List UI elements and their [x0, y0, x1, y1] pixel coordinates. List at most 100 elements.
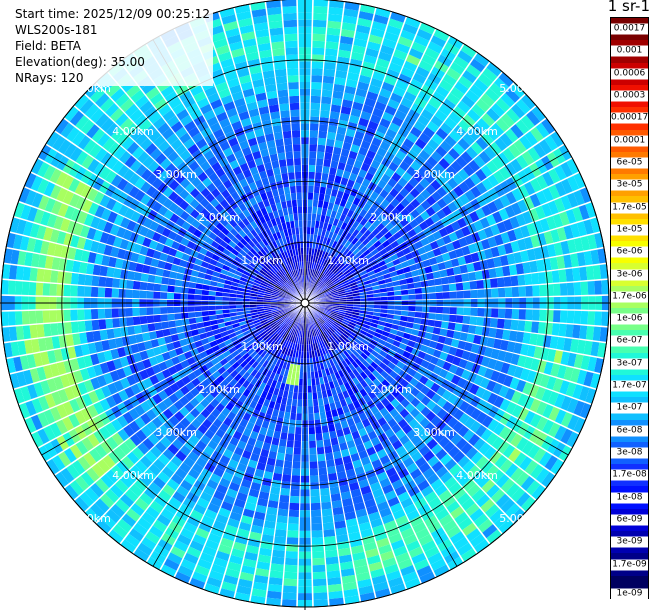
ray-gate-cell: [344, 201, 353, 210]
ray-gate-cell: [444, 371, 455, 382]
ray-gate-cell: [318, 193, 325, 201]
ray-gate-cell: [337, 289, 345, 294]
ray-gate-cell: [208, 295, 216, 301]
ray-gate-cell: [580, 236, 591, 251]
ray-gate-cell: [573, 282, 582, 296]
ray-gate-cell: [342, 282, 350, 287]
ray-gate-cell: [379, 248, 388, 256]
ray-gate-cell: [547, 391, 559, 406]
ray-gate-cell: [384, 31, 399, 43]
ray-gate-cell: [332, 257, 339, 265]
ray-gate-cell: [429, 168, 440, 179]
ray-gate-cell: [70, 321, 79, 334]
ray-gate-cell: [313, 262, 317, 270]
ray-gate-cell: [310, 95, 321, 104]
ray-gate-cell: [380, 44, 395, 56]
ray-gate-cell: [366, 294, 374, 298]
ray-gate-cell: [309, 158, 316, 166]
ray-gate-cell: [573, 172, 586, 189]
ray-gate-cell: [490, 370, 501, 382]
ray-gate-cell: [307, 385, 312, 393]
ray-gate-cell: [313, 0, 329, 7]
ray-gate-cell: [325, 253, 332, 261]
ray-gate-cell: [365, 332, 374, 340]
ray-gate-cell: [481, 415, 494, 428]
ray-gate-cell: [474, 354, 484, 365]
ray-gate-cell: [367, 270, 376, 277]
ray-gate-cell: [419, 221, 429, 231]
ray-gate-cell: [573, 417, 586, 434]
ray-gate-cell: [533, 346, 543, 359]
ray-gate-cell: [477, 308, 485, 317]
ray-separator: [304, 302, 607, 344]
ray-gate-cell: [313, 578, 327, 587]
ray-gate-cell: [542, 419, 555, 435]
ray-gate-cell: [278, 501, 289, 510]
ray-gate-cell: [153, 291, 161, 299]
ray-gate-cell: [355, 175, 365, 185]
ray-gate-cell: [473, 78, 489, 93]
ray-gate-cell: [556, 227, 567, 241]
ray-gate-cell: [154, 322, 163, 331]
ray-gate-cell: [316, 264, 321, 271]
ray-gate-cell: [49, 310, 57, 323]
ray-gate-cell: [556, 337, 566, 351]
ray-gate-cell: [361, 273, 369, 280]
ray-gate-cell: [490, 224, 501, 236]
ray-gate-cell: [346, 179, 355, 188]
ray-gate-cell: [402, 138, 415, 149]
ray-gate-cell: [345, 250, 353, 258]
ray-gate-cell: [397, 36, 413, 48]
ray-gate-cell: [275, 459, 284, 468]
ray-gate-cell: [429, 293, 437, 300]
ray-gate-cell: [140, 273, 149, 282]
ray-gate-cell: [402, 171, 413, 182]
ray-gate-cell: [310, 495, 321, 504]
ray-gate-cell: [70, 285, 78, 297]
ray-gate-cell: [388, 18, 404, 30]
ray-gate-cell: [316, 151, 325, 160]
ray-gate-cell: [215, 305, 223, 310]
ray-gate-cell: [470, 343, 480, 354]
ray-gate-cell: [549, 257, 559, 270]
ray-gate-cell: [434, 109, 448, 122]
ray-gate-cell: [335, 269, 342, 276]
ray-gate-cell: [407, 288, 416, 295]
ray-gate-cell: [400, 310, 409, 317]
ray-gate-cell: [499, 194, 511, 208]
ray-gate-cell: [426, 250, 436, 259]
ray-gate-cell: [409, 334, 418, 342]
ray-gate-cell: [313, 6, 328, 14]
ray-gate-cell: [173, 306, 181, 313]
ray-gate-cell: [483, 368, 494, 380]
ray-gate-cell: [77, 309, 85, 321]
ray-gate-cell: [530, 358, 540, 372]
ray-gate-cell: [497, 287, 506, 298]
ray-gate-cell: [521, 440, 535, 455]
ray-gate-cell: [572, 267, 581, 282]
ray-gate-cell: [573, 400, 585, 416]
ray-gate-cell: [372, 285, 380, 291]
ray-gate-cell: [312, 398, 319, 407]
ray-gate-cell: [270, 486, 281, 495]
ray-gate-cell: [329, 167, 337, 176]
ray-gate-cell: [529, 260, 538, 273]
ray-gate-cell: [573, 310, 582, 324]
ray-gate-cell: [491, 308, 499, 318]
ray-gate-cell: [419, 324, 428, 332]
ray-gate-cell: [345, 291, 353, 296]
ray-gate-cell: [457, 217, 467, 229]
ray-gate-cell: [367, 304, 375, 309]
ray-gate-cell: [495, 98, 510, 113]
ray-gate-cell: [312, 33, 326, 42]
ray-gate-cell: [344, 287, 352, 292]
ray-gate-cell: [400, 315, 408, 322]
ray-gate-cell: [334, 77, 346, 86]
ray-gate-cell: [530, 127, 544, 142]
ray-gate-cell: [475, 137, 489, 150]
ray-gate-cell: [548, 168, 561, 184]
ray-gate-cell: [590, 217, 601, 233]
ray-gate-cell: [139, 281, 148, 291]
ray-gate-cell: [387, 99, 400, 110]
ray-gate-cell: [457, 377, 467, 389]
